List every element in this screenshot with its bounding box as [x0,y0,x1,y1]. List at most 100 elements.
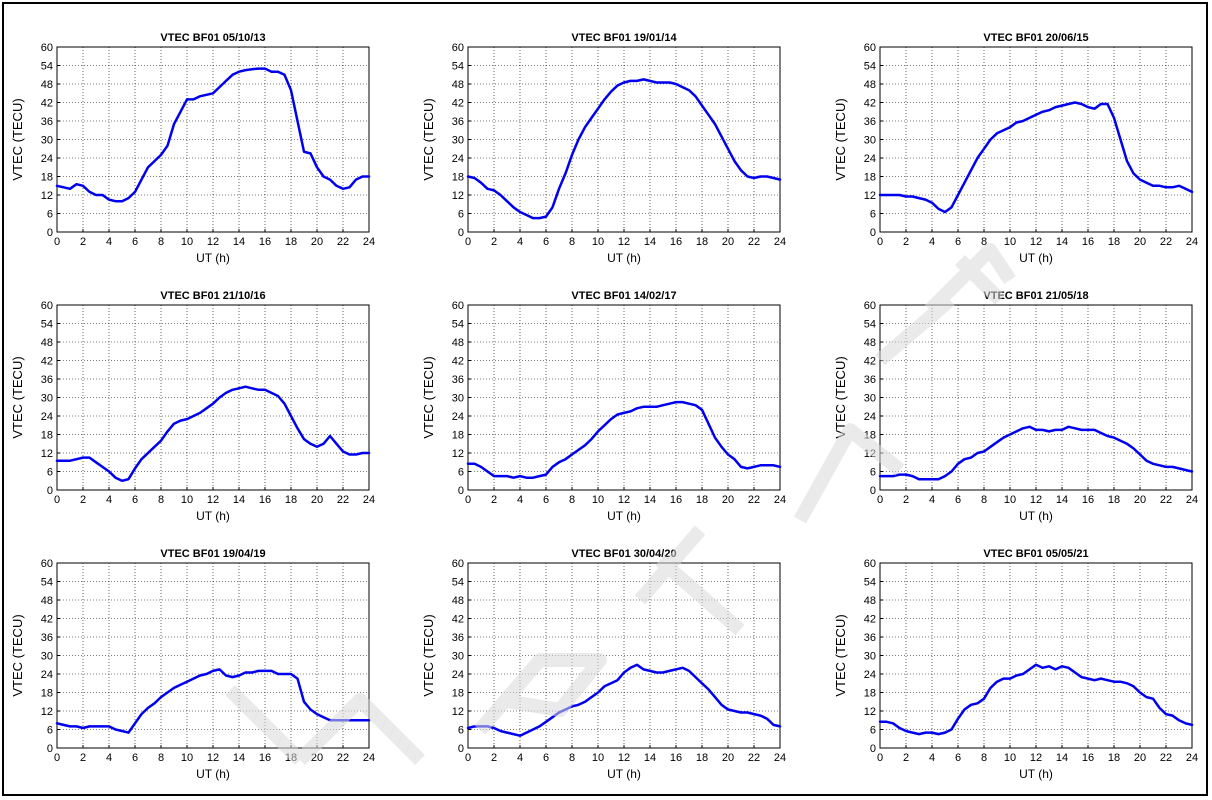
x-tick-label: 2 [903,236,909,248]
x-axis-label: UT (h) [607,509,641,523]
x-tick-label: 14 [1056,236,1068,248]
y-axis-label: VTEC (TECU) [421,98,436,180]
x-tick-label: 14 [233,494,245,506]
y-tick-label: 42 [864,356,876,368]
x-tick-label: 8 [569,494,575,506]
x-tick-label: 4 [517,236,523,248]
x-tick-label: 2 [491,236,497,248]
x-tick-label: 18 [696,752,708,764]
chart-panel: 0 2 4 6 8 10 12 14 16 18 20 22 240612182430364248546… [421,32,786,265]
y-tick-label: 18 [452,688,464,700]
x-tick-label: 6 [955,752,961,764]
x-axis-label: UT (h) [1019,251,1053,265]
x-tick-label: 6 [132,494,138,506]
y-tick-label: 60 [864,42,876,54]
x-tick-label: 6 [543,494,549,506]
y-tick-label: 54 [41,61,53,73]
y-tick-label: 54 [452,61,464,73]
vtec-series-line [466,400,782,479]
y-tick-label: 24 [864,153,876,165]
x-tick-label: 8 [158,236,164,248]
x-tick-label: 12 [618,236,630,248]
x-tick-label: 10 [181,236,193,248]
x-tick-label: 4 [929,752,935,764]
y-tick-label: 36 [452,632,464,644]
x-tick-label: 2 [903,752,909,764]
y-tick-label: 54 [452,577,464,589]
x-axis-label: UT (h) [607,767,641,781]
x-tick-label: 20 [311,236,323,248]
x-tick-label: 24 [363,236,375,248]
chart-title: VTEC BF01 19/01/14 [571,32,677,44]
y-tick-label: 60 [41,42,53,54]
vtec-series-line [878,101,1194,214]
x-tick-label: 8 [981,494,987,506]
x-tick-label: 24 [1186,494,1198,506]
y-tick-label: 6 [47,209,53,221]
y-tick-label: 30 [452,651,464,663]
y-tick-label: 42 [41,356,53,368]
vtec-series-line [55,385,371,483]
y-tick-label: 36 [452,374,464,386]
x-tick-label: 18 [1108,494,1120,506]
x-tick-label: 22 [1160,236,1172,248]
x-tick-label: 6 [132,752,138,764]
y-tick-label: 18 [452,172,464,184]
y-axis-label: VTEC (TECU) [833,356,848,438]
vtec-series-line [55,67,371,203]
y-tick-label: 48 [452,337,464,349]
x-tick-label: 0 [877,752,883,764]
x-axis-label: UT (h) [196,509,230,523]
y-tick-label: 24 [452,669,464,681]
x-tick-label: 14 [1056,494,1068,506]
y-tick-label: 60 [864,300,876,312]
x-tick-label: 6 [543,752,549,764]
chart-title: VTEC BF01 21/05/18 [983,290,1088,302]
x-tick-label: 22 [337,752,349,764]
y-tick-label: 30 [452,393,464,405]
x-tick-label: 16 [259,752,271,764]
y-tick-label: 36 [864,116,876,128]
y-tick-label: 18 [41,172,53,184]
y-tick-label: 36 [452,116,464,128]
x-tick-label: 14 [644,752,656,764]
x-tick-label: 12 [1030,752,1042,764]
x-tick-label: 6 [132,236,138,248]
chart-panel: 0 2 4 6 8 10 12 14 16 18 20 22 240612182430364248546… [421,548,786,781]
y-tick-label: 6 [47,725,53,737]
x-tick-label: 8 [569,236,575,248]
y-tick-label: 36 [41,116,53,128]
x-tick-label: 10 [592,494,604,506]
chart-title: VTEC BF01 21/10/16 [160,290,265,302]
x-tick-label: 20 [1134,236,1146,248]
y-tick-label: 12 [864,190,876,202]
x-tick-label: 12 [618,494,630,506]
y-tick-label: 24 [864,411,876,423]
y-tick-label: 42 [864,614,876,626]
x-tick-label: 12 [1030,494,1042,506]
chart-title: VTEC BF01 30/04/20 [571,548,676,560]
x-tick-label: 20 [311,494,323,506]
y-tick-label: 42 [41,614,53,626]
y-tick-label: 24 [864,669,876,681]
x-tick-label: 16 [1082,752,1094,764]
x-tick-label: 24 [1186,236,1198,248]
x-tick-label: 24 [774,752,786,764]
y-tick-label: 0 [870,485,876,497]
x-tick-label: 14 [1056,752,1068,764]
y-tick-label: 42 [452,614,464,626]
x-tick-label: 0 [54,752,60,764]
y-tick-label: 60 [452,42,464,54]
vtec-series-line [466,78,782,220]
y-tick-label: 18 [41,688,53,700]
y-tick-label: 12 [864,706,876,718]
y-tick-label: 24 [41,411,53,423]
chart-title: VTEC BF01 05/05/21 [983,548,1088,560]
x-tick-label: 22 [337,494,349,506]
x-tick-label: 18 [1108,752,1120,764]
y-tick-label: 0 [47,485,53,497]
x-tick-label: 16 [1082,494,1094,506]
chart-panel: 0 2 4 6 8 10 12 14 16 18 20 22 240612182430364248546… [421,290,786,523]
x-tick-label: 8 [981,236,987,248]
x-tick-label: 10 [1004,236,1016,248]
